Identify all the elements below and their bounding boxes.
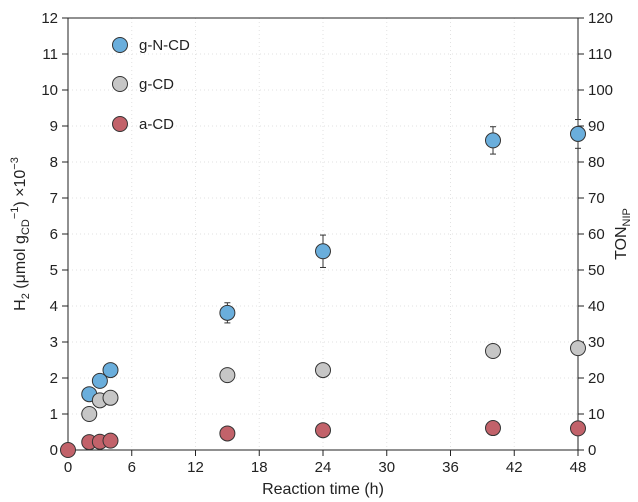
y-tick-label: 0 xyxy=(50,442,58,459)
y-tick-label: 5 xyxy=(50,262,58,279)
y2-tick-label: 120 xyxy=(588,10,613,27)
legend-label-g-cd: g-CD xyxy=(139,76,174,93)
x-axis-title: Reaction time (h) xyxy=(262,481,384,498)
y2-tick-label: 30 xyxy=(588,334,605,351)
y-tick-label: 8 xyxy=(50,154,58,171)
legend-item-g-n-cd: g-N-CD xyxy=(112,37,190,54)
legend: g-N-CD g-CD a-CD xyxy=(112,37,190,133)
data-point-g-cd xyxy=(485,343,501,359)
y-tick-label: 3 xyxy=(50,334,58,351)
x-tick-label: 18 xyxy=(251,459,268,476)
y-tick-label: 7 xyxy=(50,190,58,207)
y2-tick-label: 50 xyxy=(588,262,605,279)
data-point-a-cd xyxy=(570,420,586,437)
x-tick-label: 30 xyxy=(378,459,395,476)
y2-tick-label: 40 xyxy=(588,298,605,315)
data-layer xyxy=(60,119,586,458)
legend-item-a-cd: a-CD xyxy=(112,116,174,133)
ticks-layer: 0 6 12 18 24 30 36 42 48012345678910111201020304… xyxy=(41,10,613,476)
y2-tick-label: 0 xyxy=(588,442,596,459)
x-tick-label: 6 xyxy=(128,459,136,476)
x-tick-label: 42 xyxy=(506,459,523,476)
legend-label-g-n-cd: g-N-CD xyxy=(139,37,190,54)
x-tick-label: 48 xyxy=(570,459,587,476)
data-point-g-n-cd xyxy=(219,304,236,321)
data-point-a-cd xyxy=(60,442,76,458)
y-tick-label: 9 xyxy=(50,118,58,135)
data-point-g-cd xyxy=(315,362,331,379)
legend-marker-a-cd xyxy=(112,116,128,132)
data-point-g-n-cd xyxy=(102,362,119,379)
data-point-a-cd xyxy=(315,422,331,439)
legend-marker-g-n-cd xyxy=(112,37,128,53)
x-tick-label: 0 xyxy=(64,459,72,476)
y-axis-title: H2 (μmol gCD−1) ×10−3 xyxy=(9,157,32,311)
grid-layer xyxy=(68,18,578,450)
y2-tick-label: 110 xyxy=(588,46,612,63)
legend-label-a-cd: a-CD xyxy=(139,116,174,133)
y2-axis-title: TONNIP xyxy=(613,208,633,260)
y-tick-label: 11 xyxy=(42,46,58,63)
y-tick-label: 4 xyxy=(50,298,58,315)
data-point-g-cd xyxy=(81,406,98,422)
data-point-a-cd xyxy=(219,425,236,442)
data-point-a-cd xyxy=(485,420,501,437)
data-point-a-cd xyxy=(102,432,119,449)
y-tick-label: 6 xyxy=(50,226,58,243)
legend-marker-g-cd xyxy=(112,76,128,92)
x-tick-label: 24 xyxy=(315,459,332,476)
y2-tick-label: 10 xyxy=(588,406,605,423)
data-point-g-cd xyxy=(102,389,119,406)
y2-tick-label: 70 xyxy=(588,190,605,207)
data-point-g-n-cd xyxy=(91,372,108,389)
y2-tick-label: 20 xyxy=(588,370,605,387)
data-point-g-n-cd xyxy=(485,132,501,149)
data-point-g-cd xyxy=(219,367,236,384)
x-tick-label: 12 xyxy=(187,459,204,476)
x-tick-label: 36 xyxy=(442,459,459,476)
y2-tick-label: 80 xyxy=(588,154,605,171)
y-tick-label: 12 xyxy=(41,10,58,27)
y2-tick-label: 90 xyxy=(588,118,605,135)
y2-tick-label: 60 xyxy=(588,226,605,243)
data-point-g-n-cd xyxy=(315,243,331,260)
y2-tick-label: 100 xyxy=(588,82,613,99)
legend-item-g-cd: g-CD xyxy=(112,76,174,93)
data-point-g-n-cd xyxy=(570,125,586,142)
y-tick-label: 10 xyxy=(41,82,58,99)
y-tick-label: 2 xyxy=(50,370,58,387)
data-point-g-cd xyxy=(570,340,586,357)
y-tick-label: 1 xyxy=(50,406,58,423)
